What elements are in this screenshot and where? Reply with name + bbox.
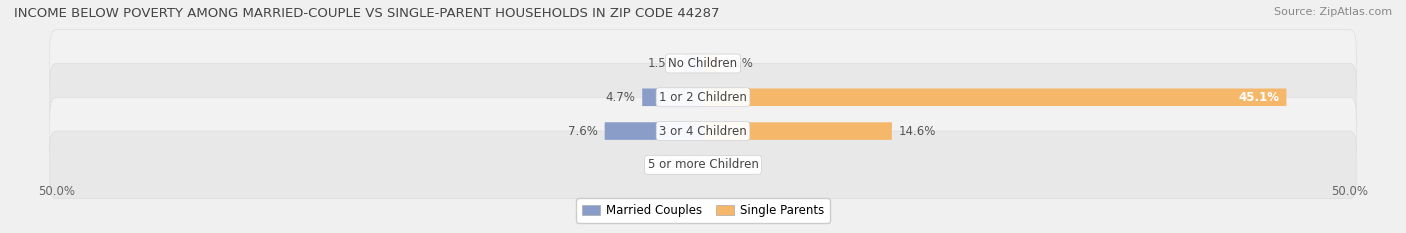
FancyBboxPatch shape <box>643 89 703 106</box>
FancyBboxPatch shape <box>703 55 717 72</box>
FancyBboxPatch shape <box>49 64 1357 131</box>
Text: 4.7%: 4.7% <box>606 91 636 104</box>
Text: 1.1%: 1.1% <box>724 57 754 70</box>
Text: 0.0%: 0.0% <box>710 158 740 171</box>
FancyBboxPatch shape <box>49 131 1357 199</box>
FancyBboxPatch shape <box>49 97 1357 165</box>
Text: 5 or more Children: 5 or more Children <box>648 158 758 171</box>
Text: INCOME BELOW POVERTY AMONG MARRIED-COUPLE VS SINGLE-PARENT HOUSEHOLDS IN ZIP COD: INCOME BELOW POVERTY AMONG MARRIED-COUPL… <box>14 7 720 20</box>
Text: No Children: No Children <box>668 57 738 70</box>
Text: 0.0%: 0.0% <box>666 158 696 171</box>
Text: Source: ZipAtlas.com: Source: ZipAtlas.com <box>1274 7 1392 17</box>
FancyBboxPatch shape <box>703 89 1286 106</box>
Text: 3 or 4 Children: 3 or 4 Children <box>659 125 747 137</box>
FancyBboxPatch shape <box>49 30 1357 97</box>
FancyBboxPatch shape <box>703 122 891 140</box>
Text: 14.6%: 14.6% <box>898 125 936 137</box>
FancyBboxPatch shape <box>683 55 703 72</box>
Text: 1.5%: 1.5% <box>647 57 678 70</box>
Text: 45.1%: 45.1% <box>1239 91 1279 104</box>
Legend: Married Couples, Single Parents: Married Couples, Single Parents <box>576 198 830 223</box>
Text: 1 or 2 Children: 1 or 2 Children <box>659 91 747 104</box>
FancyBboxPatch shape <box>605 122 703 140</box>
Text: 7.6%: 7.6% <box>568 125 598 137</box>
